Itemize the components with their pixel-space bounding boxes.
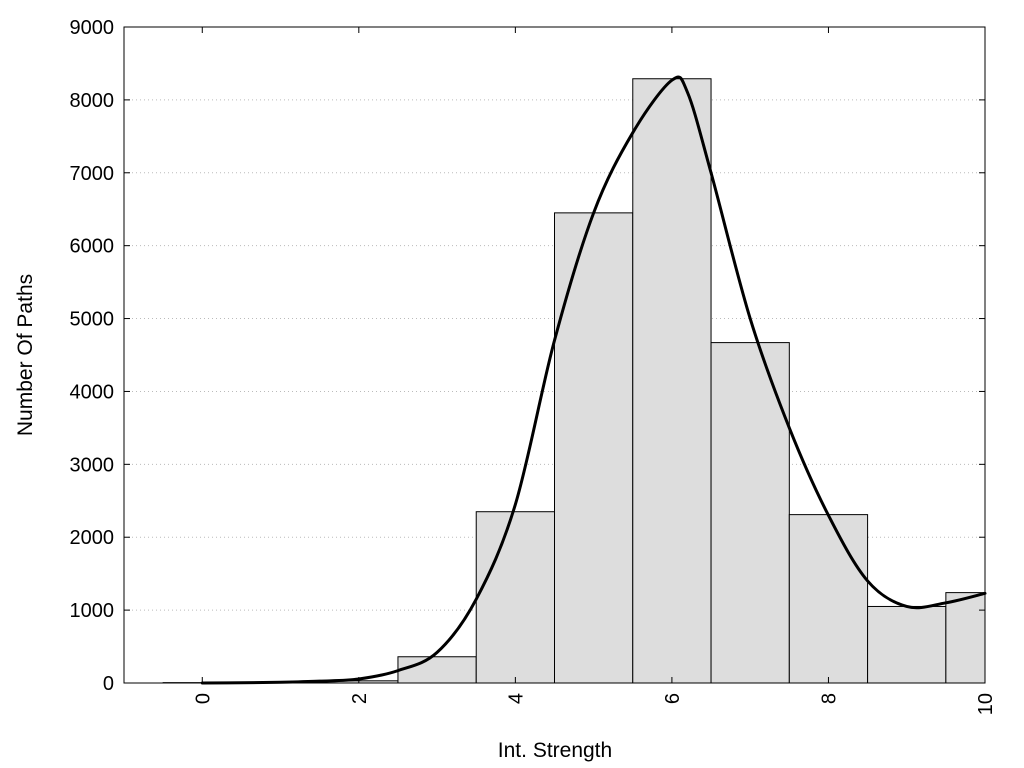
y-tick-label: 3000 [70,454,115,476]
bars [162,78,986,684]
y-tick-label: 8000 [70,90,115,112]
y-axis-label: Number Of Paths [14,274,37,436]
histogram-bar [554,212,634,684]
y-tick-label: 6000 [70,236,115,258]
x-tick-label: 4 [505,693,527,704]
histogram-bar [632,78,712,684]
y-tick-label: 1000 [70,600,115,622]
x-axis-ticks: 0 2 4 6 8 10 [192,27,997,715]
x-tick-label: 10 [975,693,997,715]
plot-frame [123,26,986,684]
y-tick-label: 7000 [70,163,115,185]
y-tick-label: 5000 [70,309,115,331]
y-tick-label: 9000 [70,17,115,39]
x-tick-label: 0 [192,693,214,704]
y-axis-ticks: 0 1000 2000 3000 4000 5000 6000 7000 8000 9000 [70,17,985,695]
histogram-bar [475,511,555,684]
histogram-bar [945,592,986,684]
y-tick-label: 4000 [70,381,115,403]
histogram-bar [867,605,947,684]
histogram-bar [710,342,790,684]
x-tick-label: 6 [662,693,684,704]
y-tick-label: 2000 [70,527,115,549]
x-tick-label: 2 [349,693,371,704]
histogram-bar [397,656,477,684]
histogram-bar [788,514,869,684]
x-axis-label: Int. Strength [498,739,612,762]
x-tick-label: 8 [818,693,840,704]
y-tick-label: 0 [103,673,114,695]
